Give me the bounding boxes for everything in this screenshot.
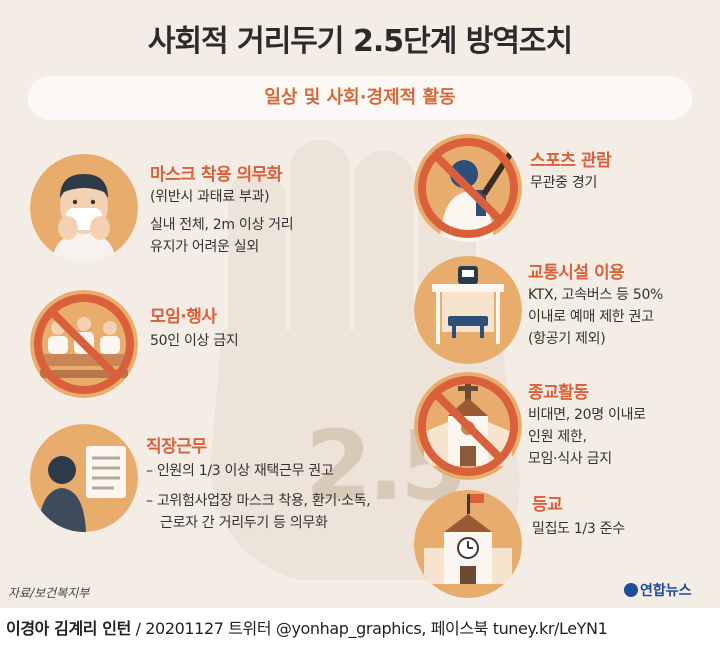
item-heading-religion: 종교활동 [528,383,589,403]
credits-authors: 이경아 김계리 인턴 [6,619,131,638]
item-line: 무관중 경기 [530,175,598,191]
item-line: 밀집도 1/3 준수 [532,521,625,537]
infographic-card: 2.5 사회적 거리두기 2.5단계 방역조치 일상 및 사회·경제적 활동 마… [0,0,720,608]
credits-rest: / 20201127 트위터 @yonhap_graphics, 페이스북 tu… [135,619,608,638]
item-heading-transport: 교통시설 이용 [528,263,625,283]
page-title: 사회적 거리두기 2.5단계 방역조치 [147,24,573,59]
baseball-player-icon [414,134,522,242]
yonhap-logo: 연합뉴스 [624,580,692,600]
item-line: 인원 제한, [528,429,587,445]
item-line: 실내 전체, 2m 이상 거리 [150,217,294,233]
source-note: 자료/보건복지부 [8,586,90,600]
mask-person-icon [30,154,138,262]
item-line: 모임·식사 금지 [528,451,612,467]
item-line: 근로자 간 거리두기 등 의무화 [160,515,328,531]
item-heading-workplace: 직장근무 [146,437,207,457]
item-heading-sports: 스포츠 관람 [530,151,612,171]
credits-footer: 이경아 김계리 인턴 / 20201127 트위터 @yonhap_graphi… [6,615,608,639]
bus-stop-icon [414,256,522,364]
audience-icon [30,290,138,398]
item-line: (위반시 과태료 부과) [150,189,270,205]
item-line: 유지가 어려운 실외 [150,239,259,255]
item-line: KTX, 고속버스 등 50% [528,287,664,303]
office-worker-icon [30,424,138,532]
item-heading-mask: 마스크 착용 의무화 [150,165,282,185]
item-line: – 고위험사업장 마스크 착용, 환기·소독, [146,493,371,509]
subtitle-pill: 일상 및 사회·경제적 활동 [28,76,692,120]
item-line: 50인 이상 금지 [150,333,239,349]
yonhap-logo-icon [624,583,638,597]
yonhap-logo-text: 연합뉴스 [640,583,692,599]
item-line: – 인원의 1/3 이상 재택근무 권고 [146,463,334,479]
school-icon [414,490,522,598]
item-heading-gathering: 모임·행사 [150,307,217,327]
item-heading-school: 등교 [532,495,563,515]
item-line: 이내로 예매 제한 권고 [528,309,654,325]
church-icon [414,372,522,480]
item-line: 비대면, 20명 이내로 [528,407,646,423]
item-line: (항공기 제외) [528,331,606,347]
